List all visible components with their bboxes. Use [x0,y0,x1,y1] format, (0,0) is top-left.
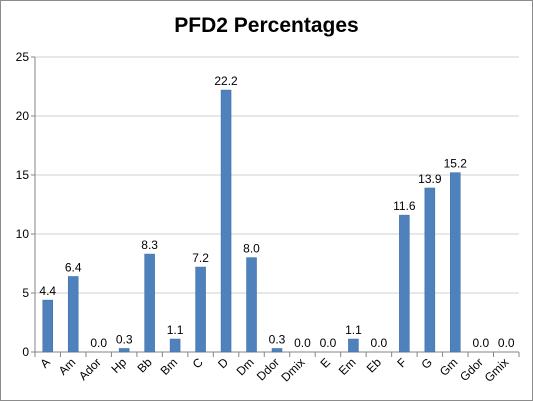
data-label-gm: 15.2 [444,157,468,171]
bar-a [42,299,53,353]
bar-g [424,187,436,353]
x-tick-label-a: A [37,355,53,371]
bar-em [348,338,359,353]
y-tick-label: 5 [22,286,29,300]
x-tick-label-ddor: Ddor [254,355,282,383]
x-tick-label-em: Em [336,355,359,378]
data-label-bb: 8.3 [141,238,158,252]
bar-bm [169,338,181,353]
x-tick-label-ador: Ador [76,355,104,383]
x-tick-label-f: F [394,355,409,370]
x-tick-label-dmix: Dmix [278,355,307,384]
y-tick-label: 10 [16,227,30,241]
y-tick-labels: 0 5 10 15 20 25 [16,50,30,359]
data-label-ador: 0.0 [90,336,107,350]
x-tick-label-gdor: Gdor [457,355,486,384]
bar-am [67,276,79,353]
x-tick-label-gmix: Gmix [482,355,512,385]
bar-dm [246,257,257,353]
x-tick-label-hp: Hp [109,355,130,376]
data-label-e: 0.0 [320,336,337,350]
data-label-eb: 0.0 [371,336,388,350]
y-tick-label: 15 [16,168,30,182]
bar-f [399,214,410,353]
data-label-f: 11.6 [393,199,416,213]
data-labels: 4.4 6.4 0.0 0.3 8.3 1.1 7.2 22.2 8.0 0.3 0.0 0.0 1.1… [39,74,515,350]
bar-ddor [271,348,283,353]
x-tick-label-c: C [190,355,206,371]
bar-bb [144,253,155,353]
data-label-d: 22.2 [214,74,238,88]
bar-gm [450,172,461,353]
data-label-dm: 8.0 [243,242,260,256]
x-tick-label-dm: Dm [234,355,257,378]
data-label-em: 1.1 [345,323,362,337]
data-label-c: 7.2 [192,251,209,265]
data-label-a: 4.4 [39,284,56,298]
x-tick-label-gm: Gm [437,355,461,379]
x-tick-label-eb: Eb [364,355,385,376]
bar-hp [118,348,130,353]
data-label-ddor: 0.3 [269,332,286,346]
y-tick-label: 0 [22,345,29,359]
x-tick-label-e: E [318,355,334,371]
chart-title: PFD2 Percentages [174,14,359,37]
y-tick-label: 20 [16,109,30,123]
data-label-hp: 0.3 [116,332,133,346]
gridlines [35,56,519,294]
x-tick-label-bb: Bb [134,355,155,376]
bar-d [220,89,232,353]
data-label-gmix: 0.0 [498,336,515,350]
x-tick-label-bm: Bm [158,355,181,378]
bar-c [195,266,206,353]
x-tick-label-g: G [418,355,435,372]
data-label-bm: 1.1 [167,323,184,337]
data-label-gdor: 0.0 [472,336,489,350]
y-tick-label: 25 [16,50,30,64]
data-label-dmix: 0.0 [294,336,311,350]
bars [42,89,461,353]
data-label-am: 6.4 [65,260,82,274]
x-tick-label-d: D [215,355,231,371]
x-tick-label-am: Am [56,355,79,378]
axes [31,56,520,357]
data-label-g: 13.9 [418,172,442,186]
